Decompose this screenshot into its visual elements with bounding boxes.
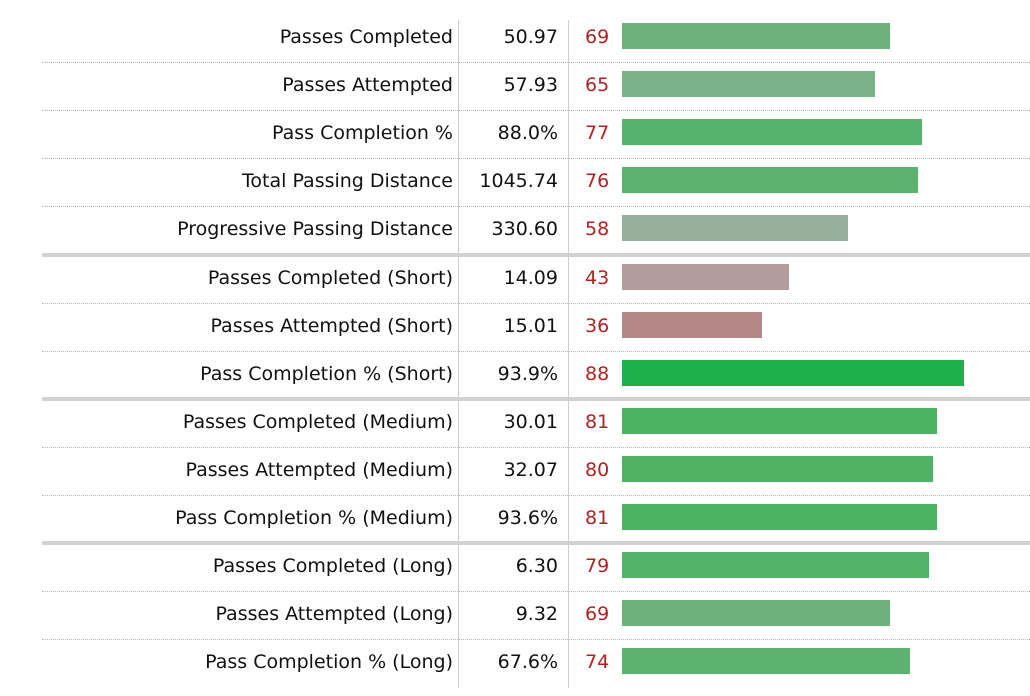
percentile-value: 69 [585, 26, 610, 48]
stat-row: Passes Completed (Medium) 30.01 81 [0, 399, 1030, 447]
group-separator [42, 396, 1030, 401]
stat-row: Passes Attempted (Long) 9.32 69 [0, 591, 1030, 639]
stat-label: Pass Completion % (Medium) [175, 507, 453, 529]
row-separator [42, 495, 1030, 496]
stat-label: Passes Attempted (Medium) [185, 458, 453, 481]
stat-row: Passes Attempted (Short) 15.01 36 [0, 303, 1030, 351]
percentile-value: 76 [585, 170, 610, 193]
stat-row: Passes Attempted (Medium) 32.07 80 [0, 447, 1030, 495]
percentile-bar [622, 455, 934, 482]
column-divider [458, 20, 459, 688]
percentile-bar [622, 71, 875, 98]
row-separator [42, 158, 1030, 160]
percentile-bar [622, 215, 848, 242]
stat-value: 15.01 [503, 314, 558, 337]
stat-value: 6.30 [515, 555, 558, 578]
stat-label: Passes Attempted (Short) [210, 314, 453, 337]
stat-value: 14.09 [503, 266, 558, 289]
stat-row: Pass Completion % (Long) 67.6% 74 [0, 639, 1030, 687]
stat-label: Passes Completed (Short) [207, 266, 453, 289]
stat-row: Pass Completion % 88.0% 77 [0, 110, 1030, 158]
stat-label: Pass Completion % [271, 122, 453, 145]
stat-value: 57.93 [503, 74, 558, 97]
row-separator [42, 302, 1030, 304]
stat-row: Passes Completed (Long) 6.30 79 [0, 543, 1030, 591]
percentile-value: 69 [585, 603, 610, 626]
row-separator [42, 639, 1030, 641]
column-divider [568, 20, 569, 688]
percentile-bar [622, 167, 918, 194]
stat-value: 67.6% [497, 651, 558, 674]
percentile-value: 81 [585, 410, 610, 433]
percentile-value: 43 [585, 266, 610, 289]
row-separator [42, 350, 1030, 352]
percentile-bar [622, 119, 922, 146]
group-separator [42, 541, 1030, 546]
stat-row: Passes Completed 50.97 69 [0, 14, 1030, 62]
stat-value: 93.9% [497, 362, 558, 385]
stat-value: 93.6% [497, 507, 558, 529]
percentile-value: 80 [585, 458, 610, 481]
percentile-value: 88 [585, 362, 610, 385]
stat-value: 330.60 [491, 218, 558, 241]
percentile-bar [622, 263, 790, 290]
percentile-value: 65 [585, 74, 610, 97]
row-separator [42, 591, 1030, 593]
stat-label: Passes Attempted (Long) [215, 603, 453, 626]
stat-label: Pass Completion % (Short) [200, 362, 453, 385]
stat-label: Passes Completed [279, 26, 453, 48]
percentile-bar [622, 407, 938, 434]
row-separator [42, 446, 1030, 448]
stat-row: Passes Completed (Short) 14.09 43 [0, 255, 1030, 303]
stat-value: 50.97 [503, 26, 558, 48]
stat-value: 1045.74 [479, 170, 558, 193]
stat-row: Pass Completion % (Medium) 93.6% 81 [0, 495, 1030, 543]
stat-label: Pass Completion % (Long) [205, 651, 453, 674]
percentile-bar [622, 504, 938, 530]
row-separator [42, 110, 1030, 112]
percentile-value: 58 [585, 218, 610, 241]
group-separator [42, 252, 1030, 257]
stat-label: Passes Completed (Long) [212, 555, 453, 578]
percentile-value: 81 [585, 507, 610, 529]
percentile-bar [622, 648, 910, 675]
stat-value: 30.01 [503, 410, 558, 433]
percentile-value: 36 [585, 314, 610, 337]
stat-row: Total Passing Distance 1045.74 76 [0, 158, 1030, 206]
percentile-bar [622, 311, 763, 338]
stat-row: Progressive Passing Distance 330.60 58 [0, 206, 1030, 254]
percentile-bar [622, 23, 891, 49]
stat-value: 32.07 [503, 458, 558, 481]
percentile-value: 79 [585, 555, 610, 578]
percentile-value: 77 [585, 122, 610, 145]
percentile-bar [622, 552, 930, 579]
stat-row: Pass Completion % (Short) 93.9% 88 [0, 351, 1030, 399]
stat-label: Total Passing Distance [242, 170, 453, 193]
row-separator [42, 206, 1030, 208]
stat-value: 9.32 [515, 603, 558, 626]
percentile-value: 74 [585, 651, 610, 674]
percentile-bar [622, 600, 891, 627]
stat-value: 88.0% [497, 122, 558, 145]
stat-label: Progressive Passing Distance [177, 218, 453, 241]
row-separator [42, 62, 1030, 64]
stat-row: Passes Attempted 57.93 65 [0, 62, 1030, 110]
stat-label: Passes Attempted [282, 74, 453, 97]
percentile-bar [622, 359, 965, 386]
stat-label: Passes Completed (Medium) [182, 410, 453, 433]
